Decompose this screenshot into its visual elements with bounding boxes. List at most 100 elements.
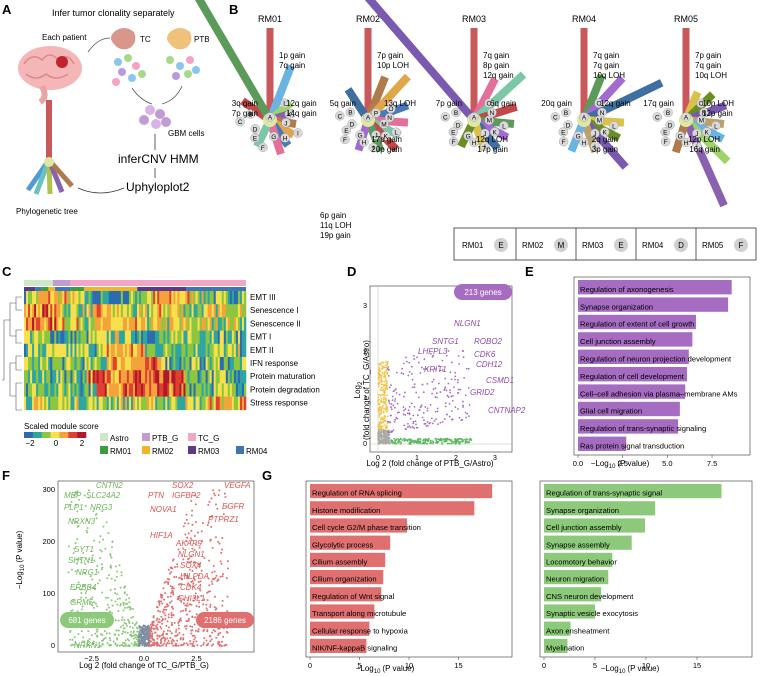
heatmap-cell bbox=[26, 370, 29, 384]
point-purple bbox=[407, 409, 410, 412]
point-up bbox=[176, 598, 179, 601]
point-yellow bbox=[381, 380, 384, 383]
panel-f-xtick: −2.5 bbox=[84, 654, 99, 663]
heatmap-cell bbox=[60, 396, 63, 411]
heatmap-cell bbox=[231, 291, 235, 305]
panel-e-bar-label: Regulation of trans-synaptic signaling bbox=[580, 424, 706, 433]
heatmap-cell bbox=[70, 396, 73, 411]
heatmap-cell bbox=[175, 317, 178, 331]
point-purple bbox=[444, 405, 447, 408]
heatmap-cell bbox=[167, 304, 170, 318]
clone-marker-rm02-A bbox=[363, 112, 373, 122]
point-up bbox=[186, 602, 189, 605]
point-down bbox=[109, 554, 112, 557]
heatmap-cell bbox=[30, 396, 33, 411]
clone-marker-rm03-F bbox=[448, 136, 459, 147]
point-yellow bbox=[381, 371, 384, 374]
heatmap-cell bbox=[126, 396, 130, 411]
left-gene-grm5: GRM5 bbox=[70, 598, 94, 607]
clone-marker-rm02-M bbox=[379, 119, 389, 129]
heatmap-cell bbox=[195, 396, 198, 411]
heatmap-cell bbox=[110, 357, 114, 371]
point-down bbox=[109, 564, 112, 567]
point-purple bbox=[392, 404, 395, 407]
panel-e-bar bbox=[578, 419, 679, 434]
heatmap-cell bbox=[217, 343, 221, 358]
point-up bbox=[225, 643, 228, 646]
point-purple bbox=[395, 392, 398, 394]
clone-letter-rm03-K: K bbox=[493, 129, 498, 136]
clone-letter-rm02-P: P bbox=[374, 110, 378, 117]
point-up bbox=[213, 606, 216, 609]
heatmap-cell bbox=[84, 370, 87, 384]
point-up bbox=[184, 533, 187, 536]
legend-clone-rm03: E bbox=[618, 241, 623, 250]
point-up bbox=[185, 642, 188, 645]
heatmap-cell bbox=[243, 370, 247, 384]
point-up bbox=[210, 497, 213, 500]
heatmap-cell bbox=[102, 291, 106, 305]
point-down bbox=[118, 597, 121, 600]
point-up bbox=[186, 599, 189, 602]
panel-d-xtick: 2 bbox=[454, 455, 458, 462]
point-up bbox=[150, 625, 153, 628]
point-green bbox=[441, 442, 444, 445]
point-purple bbox=[416, 356, 419, 359]
clone-marker-rm05-J bbox=[692, 128, 702, 139]
heatmap-cell bbox=[159, 291, 162, 305]
heatmap-cell bbox=[128, 383, 132, 397]
heatmap-cell bbox=[165, 317, 168, 331]
heatmap-cell bbox=[235, 317, 239, 331]
heatmap-cell bbox=[112, 330, 116, 345]
point-up bbox=[210, 526, 213, 529]
panel-g-left-bar bbox=[310, 552, 386, 567]
point-green bbox=[454, 440, 457, 443]
heatmap-cell bbox=[76, 343, 79, 358]
heatmap-cell bbox=[235, 343, 239, 358]
point-grey bbox=[386, 433, 389, 436]
point-up bbox=[166, 581, 169, 584]
point-purple bbox=[466, 412, 469, 415]
point-yellow bbox=[383, 417, 386, 419]
point-purple bbox=[403, 424, 406, 427]
heatmap-cell bbox=[36, 357, 39, 371]
point-down bbox=[107, 596, 110, 599]
heatmap-cell bbox=[80, 291, 83, 305]
scale-swatch bbox=[41, 432, 51, 438]
heatmap-cell bbox=[100, 370, 104, 384]
point-up bbox=[215, 636, 218, 639]
heatmap-cell bbox=[231, 370, 235, 384]
panel-g-left-bar bbox=[310, 621, 370, 636]
point-up bbox=[209, 635, 212, 638]
point-green bbox=[465, 438, 468, 440]
point-yellow bbox=[386, 363, 389, 366]
panel-label-f: F bbox=[2, 468, 10, 483]
point-down bbox=[90, 634, 93, 637]
heatmap-cell bbox=[239, 291, 243, 305]
point-ns bbox=[144, 644, 147, 647]
point-up bbox=[164, 638, 167, 641]
heatmap-cell bbox=[211, 357, 215, 371]
point-purple bbox=[456, 381, 459, 384]
point-up bbox=[212, 578, 215, 581]
point-green bbox=[410, 439, 413, 442]
patient-annotation-6 bbox=[83, 287, 138, 291]
heatmap-cell bbox=[135, 330, 138, 345]
point-grey bbox=[380, 434, 383, 437]
point-down bbox=[118, 564, 121, 567]
point-down bbox=[87, 496, 90, 499]
heatmap-cell bbox=[126, 317, 130, 331]
heatmap-cell bbox=[157, 343, 160, 358]
point-purple bbox=[396, 417, 399, 420]
clone-letter-rm03-F: F bbox=[452, 139, 456, 146]
point-up bbox=[156, 626, 159, 629]
point-up bbox=[186, 536, 189, 539]
point-down bbox=[123, 619, 126, 622]
heatmap-cell bbox=[42, 304, 45, 318]
point-up bbox=[212, 565, 215, 568]
point-down bbox=[119, 603, 122, 606]
point-purple bbox=[454, 371, 457, 374]
heatmap-cell bbox=[30, 291, 33, 305]
point-down bbox=[85, 590, 88, 593]
heatmap-cell bbox=[66, 396, 69, 411]
